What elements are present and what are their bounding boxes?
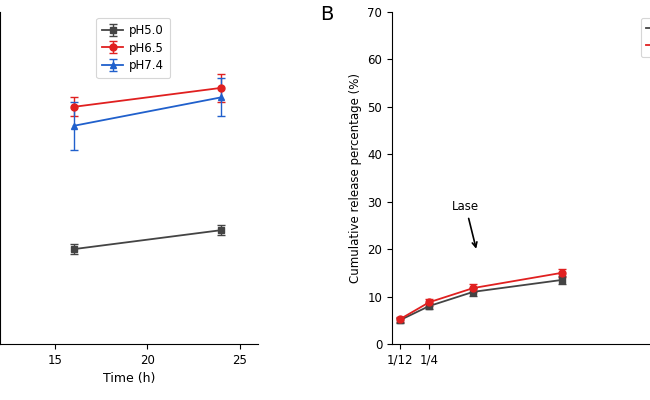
Legend: pH5.0, pH6.5, pH7.4: pH5.0, pH6.5, pH7.4 (96, 18, 170, 78)
Text: Lase: Lase (452, 200, 479, 247)
Y-axis label: Cumulative release percentage (%): Cumulative release percentage (%) (349, 73, 362, 283)
X-axis label: Time (h): Time (h) (103, 372, 155, 385)
Legend: N, N: N, N (641, 18, 650, 57)
Text: B: B (320, 5, 333, 24)
